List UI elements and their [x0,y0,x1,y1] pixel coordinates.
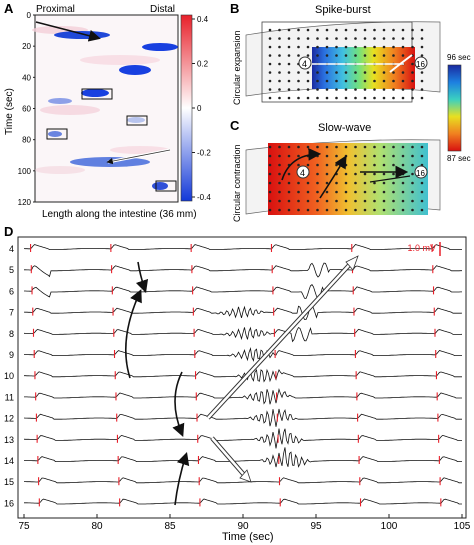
panel-c-title: Slow-wave [318,122,371,134]
panel-d-channel-label: 5 [9,265,14,275]
panel-d-channel-label: 14 [4,456,14,466]
svg-text:4: 4 [300,168,305,178]
panel-d-trace [24,447,462,468]
panel-d-trace [23,408,462,427]
panel-d-scale-label: 1.0 mV [407,243,436,253]
panel-c-node-left: 4 [296,165,310,179]
panel-a-ytick-label: 120 [18,198,32,207]
panel-d-trace [24,284,462,299]
panel-d-xlabel: Time (sec) [222,531,274,543]
panel-d-trace [24,387,462,405]
panel-d-xtick-label: 80 [91,521,103,532]
panel-d-trace [24,346,462,362]
panel-b-node-left: 4 [298,56,312,70]
panel-d-xtick-label: 100 [381,521,398,532]
panel-a-colorbar-tick-label: -0.2 [197,149,211,158]
panel-d-traces [23,244,463,507]
panel-a-xlabel: Length along the intestine (36 mm) [42,209,197,220]
panel-a-ytick-label: 40 [22,73,31,82]
panel-a-colorbar-tick-label: -0.4 [197,193,211,202]
panel-a-ytick-label: 60 [22,105,31,114]
panel-d-arrows [125,255,359,506]
panel-a-ytick-label: 80 [22,136,31,145]
panel-d-channel-label: 16 [4,498,14,508]
panel-a-yticks: 0 20 40 60 80 100 120 [18,11,35,207]
panel-d-trace [23,244,462,250]
panel-a-heatmap [32,14,179,203]
panel-a-ytick-label: 0 [27,11,32,20]
scale-top-label: 96 sec [447,53,471,62]
panel-d-xtick-label: 90 [237,521,249,532]
panel-d-xtick-label: 95 [310,521,322,532]
panel-b-letter: B [230,1,239,16]
panel-d-channel-label: 4 [9,244,14,254]
panel-d-xticks: 75 80 85 90 95 100 105 [18,514,471,532]
panel-d-channel-labels: 4 5 6 7 8 9 10 11 12 13 14 15 16 [4,244,14,508]
panel-d-trace [23,305,463,321]
panel-a-ytick-label: 100 [18,167,32,176]
latency-colorbar [447,64,462,152]
panel-c-letter: C [230,118,240,133]
panel-d-channel-label: 7 [9,308,14,318]
panel-d-trace [23,326,463,343]
panel-a-ytick-label: 20 [22,42,31,51]
panel-a-colorbar [180,14,193,202]
panel-b-side-label: Circular expansion [232,30,242,105]
panel-d-channel-label: 9 [9,350,14,360]
panel-b-node-right: 16 [414,56,428,70]
panel-a-letter: A [4,1,14,16]
panel-d-frame [17,236,467,519]
panel-d-trace [24,477,462,484]
panel-d-xtick-label: 75 [18,521,30,532]
panel-d-channel-label: 10 [4,371,14,381]
panel-d-channel-label: 8 [9,329,14,339]
svg-text:16: 16 [416,169,425,178]
panel-b-map [245,21,441,103]
panel-d-channel-label: 11 [5,392,14,402]
panel-a-distal-label: Distal [150,4,175,15]
panel-a-ylabel: Time (sec) [4,88,15,135]
panel-a-colorbar-tick-label: 0.4 [197,15,209,24]
panel-a-colorbar-tick-label: 0 [197,104,202,113]
panel-d-channel-label: 6 [9,286,14,296]
panel-c-map [245,139,441,215]
panel-d-channel-label: 13 [4,435,14,445]
panel-d-xtick-label: 105 [454,521,471,532]
panel-d-trace [23,428,462,449]
panel-b-title: Spike-burst [315,4,371,16]
panel-a-colorbar-ticks: 0.4 0.2 0 -0.2 -0.4 [192,15,211,202]
panel-d-letter: D [4,224,13,239]
panel-d-trace [24,368,462,383]
panel-d-trace [24,498,462,505]
panel-d-trace [24,262,462,278]
panel-a-proximal-label: Proximal [36,4,75,15]
panel-c-node-right: 16 [414,165,428,179]
svg-text:4: 4 [302,59,307,69]
panel-c-side-label: Circular contraction [232,144,242,222]
panel-d-channel-label: 15 [4,477,14,487]
svg-text:16: 16 [416,60,425,69]
scale-bottom-label: 87 sec [447,154,471,163]
panel-a-colorbar-tick-label: 0.2 [197,60,209,69]
panel-d-xtick-label: 85 [164,521,176,532]
panel-d-channel-label: 12 [4,414,14,424]
